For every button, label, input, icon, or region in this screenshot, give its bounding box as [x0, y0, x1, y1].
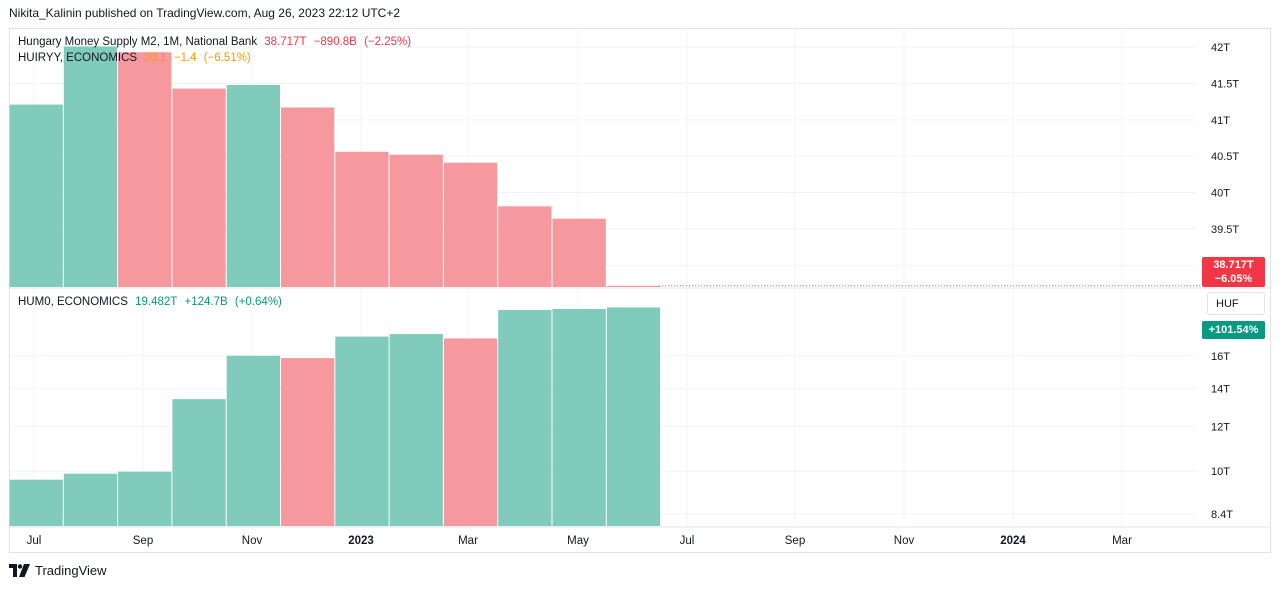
legend-bottom-name: HUM0, ECONOMICS [18, 296, 128, 308]
legend-top-line2: HUIRYY, ECONOMICS 20.1 −1.4 (−6.51%) [18, 52, 255, 64]
bar-bottom-2022-12[interactable] [281, 358, 335, 526]
publisher-line: Nikita_Kalinin published on TradingView.… [9, 6, 401, 20]
legend-top-change: −890.8B [313, 36, 357, 48]
bar-bottom-2023-05[interactable] [552, 308, 606, 526]
x-tick-label: May [567, 535, 589, 547]
x-tick-label: Mar [458, 535, 478, 547]
legend-top-title: Hungary Money Supply M2, 1M, National Ba… [18, 36, 258, 48]
y-tick-label-top: 41.5T [1211, 79, 1239, 91]
bar-bottom-2022-11[interactable] [226, 355, 280, 526]
bar-bottom-2023-04[interactable] [498, 309, 552, 526]
bar-top-2022-07[interactable] [9, 104, 63, 287]
x-tick-label: Nov [242, 535, 263, 547]
x-tick-label: Jul [27, 535, 42, 547]
bar-bottom-2022-10[interactable] [172, 399, 226, 526]
legend-series2-change: −1.4 [173, 52, 197, 64]
legend-bottom-change-pct: (+0.64%) [234, 296, 282, 308]
bar-bottom-2023-01[interactable] [335, 336, 389, 526]
legend-top-change-pct: (−2.25%) [364, 36, 412, 48]
x-tick-label: Nov [894, 535, 915, 547]
x-tick-label: Sep [133, 535, 153, 547]
y-tick-label-top: 40.5T [1211, 151, 1239, 163]
badge-top-pct: −6.05% [1214, 273, 1253, 285]
bar-bottom-2023-06[interactable] [606, 307, 661, 526]
y-tick-label-top: 40T [1211, 188, 1230, 200]
legend-series2-change-pct: (−6.51%) [203, 52, 251, 64]
legend-series2-value: 20.1 [144, 52, 167, 64]
currency-label: HUF [1216, 297, 1239, 310]
y-tick-label-bottom: 8.4T [1211, 509, 1233, 521]
x-tick-label: Sep [785, 535, 805, 547]
x-tick-label: 2024 [1000, 535, 1026, 547]
bar-top-2023-04[interactable] [498, 206, 552, 287]
legend-top-value: 38.717T [264, 36, 307, 48]
tradingview-brand[interactable]: TradingView [9, 563, 107, 578]
bar-bottom-2023-02[interactable] [389, 334, 443, 526]
last-value-badge-bottom: +101.54% [1202, 321, 1265, 339]
bar-top-2023-06[interactable] [606, 285, 661, 287]
bar-top-2022-08[interactable] [63, 46, 118, 287]
x-tick-label: Mar [1112, 535, 1132, 547]
bar-top-2022-11[interactable] [226, 84, 280, 287]
bar-top-2023-02[interactable] [389, 154, 443, 287]
bar-bottom-2022-09[interactable] [118, 471, 172, 526]
currency-selector[interactable]: HUF [1207, 292, 1265, 315]
tradingview-logo-icon [9, 563, 30, 577]
bar-top-2022-12[interactable] [281, 107, 335, 287]
legend-bottom: HUM0, ECONOMICS 19.482T +124.7B (+0.64%) [18, 296, 286, 308]
badge-bottom-pct: +101.54% [1208, 324, 1259, 336]
y-tick-label-top: 41T [1211, 115, 1230, 127]
bar-bottom-2022-08[interactable] [63, 473, 118, 526]
bar-top-2022-09[interactable] [118, 52, 172, 288]
bar-bottom-2023-03[interactable] [443, 338, 498, 526]
bar-top-2023-01[interactable] [335, 151, 389, 287]
legend-bottom-value: 19.482T [135, 296, 178, 308]
legend-top-line1: Hungary Money Supply M2, 1M, National Ba… [18, 36, 415, 48]
last-value-badge-top: 38.717T −6.05% [1202, 257, 1265, 287]
legend-series2-name: HUIRYY, ECONOMICS [18, 52, 138, 64]
y-tick-label-top: 42T [1211, 42, 1230, 54]
y-tick-label-bottom: 12T [1211, 421, 1230, 433]
y-tick-label-bottom: 10T [1211, 466, 1230, 478]
y-tick-label-bottom: 16T [1211, 351, 1230, 363]
bar-top-2022-10[interactable] [172, 88, 226, 288]
bar-top-2023-05[interactable] [552, 218, 606, 287]
x-tick-label: 2023 [348, 535, 374, 547]
badge-top-value: 38.717T [1213, 259, 1254, 271]
brand-name: TradingView [35, 563, 107, 578]
bar-top-2023-03[interactable] [443, 162, 498, 287]
legend-bottom-change: +124.7B [184, 296, 228, 308]
x-tick-label: Jul [680, 535, 695, 547]
y-tick-label-top: 39.5T [1211, 224, 1239, 236]
y-tick-label-bottom: 14T [1211, 384, 1230, 396]
bar-bottom-2022-07[interactable] [9, 479, 63, 526]
chart-frame [9, 28, 1271, 553]
